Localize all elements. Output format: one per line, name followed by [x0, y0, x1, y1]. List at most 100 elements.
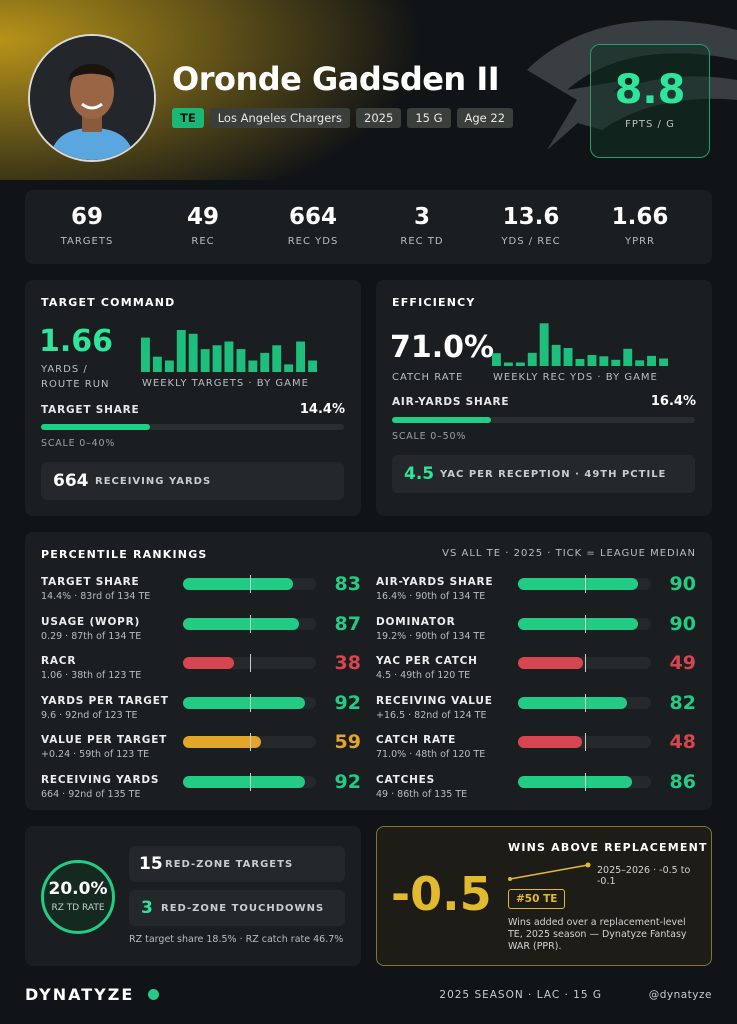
percentile-value: 86	[669, 771, 696, 793]
stat-label: REC	[191, 236, 215, 247]
weekly-rec-yds-chart	[492, 323, 668, 366]
league-median-tick	[584, 654, 586, 673]
percentile-metric-name: YAC PER CATCH	[376, 655, 478, 668]
air-yards-share-track	[392, 417, 695, 423]
war-trend-label: 2025–2026 · -0.5 to -0.1	[597, 865, 691, 887]
chart-bar	[492, 353, 501, 366]
percentile-metric-detail: 49 · 86th of 135 TE	[376, 789, 468, 800]
war-value: -0.5	[391, 867, 492, 921]
chart-bar	[659, 358, 668, 366]
percentile-value: 90	[669, 612, 696, 635]
percentile-metric-name: DOMINATOR	[376, 615, 456, 628]
rz-tds-box: 3 RED-ZONE TOUCHDOWNS	[129, 890, 345, 926]
percentile-track	[183, 575, 316, 593]
war-title: WINS ABOVE REPLACEMENT	[508, 841, 708, 854]
receiving-yards-value: 664	[53, 471, 89, 491]
target-share-fill	[41, 424, 151, 430]
chart-bar	[635, 360, 645, 366]
percentile-metric-detail: 71.0% · 48th of 120 TE	[376, 749, 486, 761]
percentile-value: 92	[334, 691, 361, 714]
weekly-targets-caption: WEEKLY TARGETS · BY GAME	[142, 378, 309, 389]
war-trend-chart	[508, 862, 591, 881]
chart-bar	[248, 360, 258, 372]
stat-value: 69	[70, 204, 103, 230]
percentile-track	[518, 575, 651, 593]
percentile-metric-detail: 9.6 · 92nd of 123 TE	[41, 709, 138, 721]
percentile-card: PERCENTILE RANKINGS VS ALL TE · 2025 · T…	[25, 532, 712, 810]
stat-yds-rec: 13.6 YDS / REC	[481, 204, 581, 247]
age-chip: Age 22	[456, 108, 514, 128]
league-median-tick	[584, 773, 586, 791]
target-share-label: TARGET SHARE	[41, 404, 140, 416]
chart-bar	[188, 333, 198, 372]
brand-wordmark: DYNATYZE	[25, 985, 135, 1004]
percentile-metric-detail: 19.2% · 90th of 134 TE	[376, 630, 486, 642]
league-median-tick	[584, 733, 586, 752]
percentile-metric-name: TARGET SHARE	[41, 576, 140, 588]
target-share-value: 14.4%	[299, 402, 345, 417]
air-yards-share-fill	[392, 417, 492, 423]
percentile-metric-detail: 4.5 · 49th of 120 TE	[376, 670, 471, 682]
stat-rec: 49 REC	[153, 204, 253, 247]
league-median-tick	[584, 614, 586, 633]
chart-bar	[308, 360, 317, 372]
yac-box: 4.5 YAC PER RECEPTION · 49TH PCTILE	[392, 455, 695, 493]
league-median-tick	[584, 575, 586, 593]
percentile-track	[183, 654, 316, 673]
chart-bar	[539, 323, 549, 366]
receiving-yards-label: RECEIVING YARDS	[95, 476, 212, 487]
percentile-fill	[518, 776, 633, 788]
chart-bar	[575, 359, 585, 366]
chart-bar	[236, 349, 246, 372]
percentile-note: VS ALL TE · 2025 · TICK = LEAGUE MEDIAN	[442, 548, 696, 559]
league-median-tick	[249, 733, 251, 752]
percentile-metric-detail: +0.24 · 59th of 123 TE	[41, 749, 150, 761]
percentile-fill	[183, 657, 234, 670]
chart-bar	[587, 355, 597, 366]
stat-value: 1.66	[611, 204, 669, 230]
league-median-tick	[249, 575, 251, 593]
weekly-targets-chart	[141, 330, 317, 372]
percentile-value: 38	[334, 652, 361, 675]
percentile-metric-name: RACR	[41, 655, 77, 668]
player-avatar	[28, 34, 156, 162]
footer-handle: @dynatyze	[648, 989, 712, 1001]
chart-bar	[284, 364, 294, 372]
percentile-fill	[518, 578, 638, 590]
percentile-track	[518, 693, 651, 712]
player-name: Oronde Gadsden II	[172, 60, 500, 98]
percentile-fill	[518, 657, 584, 670]
season-chip: 2025	[356, 108, 402, 128]
war-rank-badge: #50 TE	[508, 889, 566, 909]
stat-yprr: 1.66 YPRR	[590, 204, 690, 247]
percentile-metric-name: RECEIVING VALUE	[376, 694, 493, 707]
percentile-metric-detail: +16.5 · 82nd of 124 TE	[376, 709, 487, 721]
stat-rec-yds: 664 REC YDS	[263, 204, 363, 247]
stat-rec-td: 3 REC TD	[372, 204, 472, 247]
rz-rate-value: 20.0%	[48, 879, 108, 899]
redzone-card: 20.0% RZ TD RATE 15 RED-ZONE TARGETS 3 R…	[25, 826, 361, 966]
percentile-fill	[183, 578, 294, 590]
percentile-fill	[518, 617, 638, 630]
percentile-fill	[518, 736, 582, 749]
percentile-metric-name: CATCHES	[376, 774, 436, 786]
league-median-tick	[584, 693, 586, 712]
chart-bar	[176, 330, 186, 372]
percentile-metric-name: YARDS PER TARGET	[41, 694, 169, 707]
chart-bar	[296, 341, 305, 372]
team-chip: Los Angeles Chargers	[209, 108, 351, 128]
air-yards-share-scale: SCALE 0–50%	[392, 431, 467, 442]
air-yards-share-label: AIR-YARDS SHARE	[392, 396, 510, 408]
percentile-metric-detail: 0.29 · 87th of 134 TE	[41, 630, 142, 642]
chart-bar	[611, 359, 621, 366]
war-description: Wins added over a replacement-level TE, …	[508, 917, 687, 952]
footer-meta: 2025 SEASON · LAC · 15 G	[439, 989, 602, 1001]
weekly-rec-yds-caption: WEEKLY REC YDS · BY GAME	[493, 372, 658, 383]
league-median-tick	[249, 693, 251, 712]
chart-bar	[623, 348, 633, 366]
target-command-title: TARGET COMMAND	[41, 296, 176, 309]
percentile-metric-name: RECEIVING YARDS	[41, 774, 160, 786]
percentile-value: 83	[334, 573, 361, 595]
chart-bar	[212, 345, 222, 372]
yprr-value: 1.66	[39, 324, 114, 359]
